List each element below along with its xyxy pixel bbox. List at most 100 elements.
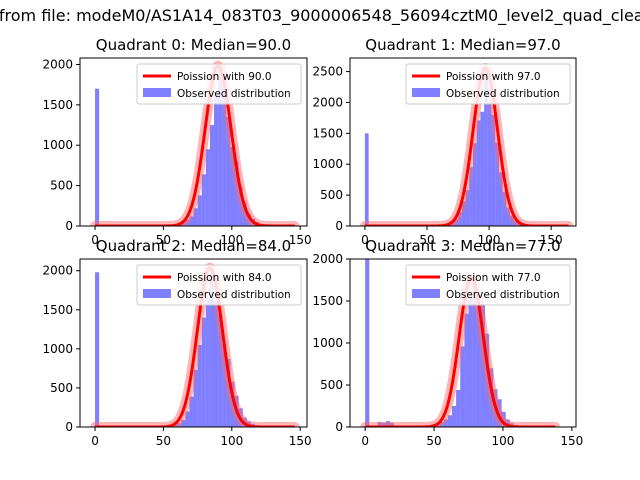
histogram-bar bbox=[197, 195, 202, 226]
x-tick-label: 50 bbox=[156, 233, 171, 247]
histogram-bar bbox=[214, 95, 219, 226]
legend-poisson-label: Poission with 90.0 bbox=[177, 71, 272, 83]
histogram-bar bbox=[365, 259, 370, 427]
x-tick-label: 0 bbox=[361, 434, 369, 448]
y-tick-label: 2000 bbox=[42, 57, 73, 71]
y-tick-label: 500 bbox=[320, 378, 343, 392]
histogram-bar bbox=[506, 207, 511, 226]
x-tick-label: 50 bbox=[419, 233, 434, 247]
legend-poisson-label: Poission with 77.0 bbox=[446, 272, 541, 284]
subplot-title: Quadrant 2: Median=84.0 bbox=[96, 237, 291, 255]
y-tick-label: 1500 bbox=[42, 303, 73, 317]
histogram-bar bbox=[495, 142, 500, 226]
histogram-bar bbox=[189, 216, 194, 226]
y-tick-label: 500 bbox=[320, 188, 343, 202]
histogram-bar bbox=[95, 272, 100, 427]
histogram-bar bbox=[193, 369, 198, 427]
y-tick-label: 0 bbox=[65, 420, 73, 434]
y-tick-label: 1500 bbox=[312, 294, 343, 308]
x-tick-label: 150 bbox=[289, 233, 312, 247]
histogram-bar bbox=[451, 406, 457, 427]
histogram-bar bbox=[181, 419, 186, 427]
histogram-bar bbox=[472, 143, 477, 226]
y-tick-label: 500 bbox=[50, 179, 73, 193]
histogram-bar bbox=[460, 346, 465, 427]
histogram-bar bbox=[214, 301, 219, 427]
histogram-bar bbox=[476, 120, 481, 226]
legend-observed-swatch bbox=[143, 289, 171, 298]
axes-frame bbox=[349, 57, 577, 227]
x-tick-label: 150 bbox=[289, 434, 312, 448]
legend-box bbox=[405, 63, 571, 105]
histogram-bar bbox=[461, 201, 466, 226]
histogram-bar bbox=[205, 298, 210, 427]
legend-observed-swatch bbox=[143, 88, 171, 97]
histogram-bar bbox=[499, 172, 503, 226]
histogram-bar bbox=[447, 415, 452, 427]
x-tick-label: 0 bbox=[361, 233, 369, 247]
legend-box bbox=[136, 264, 302, 306]
histogram-bar bbox=[469, 167, 473, 226]
histogram-bar bbox=[218, 64, 223, 226]
legend: Poission with 77.0 Observed distribution bbox=[405, 264, 571, 306]
y-tick-label: 0 bbox=[335, 420, 343, 434]
y-tick-label: 2000 bbox=[42, 264, 73, 278]
histogram-bar bbox=[476, 306, 481, 427]
legend-observed-label: Observed distribution bbox=[446, 88, 560, 100]
x-tick-label: 50 bbox=[156, 434, 171, 448]
y-tick-label: 2500 bbox=[312, 65, 343, 79]
histogram-bar bbox=[226, 116, 231, 226]
legend-observed-label: Observed distribution bbox=[446, 289, 560, 301]
histogram-bar bbox=[189, 396, 194, 427]
y-tick-label: 500 bbox=[50, 381, 73, 395]
histogram-bar bbox=[464, 313, 469, 427]
histogram-bar bbox=[185, 411, 190, 427]
histogram-bar bbox=[468, 297, 473, 427]
histogram-bar bbox=[364, 133, 369, 226]
histogram-bar bbox=[465, 190, 470, 226]
x-tick-label: 100 bbox=[492, 434, 515, 448]
histogram-bar bbox=[201, 174, 206, 226]
histogram-bar bbox=[484, 71, 488, 226]
legend-box bbox=[136, 63, 302, 105]
x-tick-label: 50 bbox=[426, 434, 441, 448]
histogram-bar bbox=[201, 317, 206, 427]
histogram-bar bbox=[209, 272, 215, 427]
y-tick-label: 1000 bbox=[42, 342, 73, 356]
subplot-title: Quadrant 0: Median=90.0 bbox=[96, 36, 291, 54]
legend-poisson-label: Poission with 84.0 bbox=[177, 272, 272, 284]
y-tick-label: 2000 bbox=[312, 95, 343, 109]
histogram-bar bbox=[209, 125, 215, 226]
axes-frame bbox=[79, 57, 308, 227]
histogram-bar bbox=[230, 146, 235, 226]
histogram-bar bbox=[218, 313, 223, 427]
histogram-bar bbox=[193, 208, 198, 226]
subplot-title: Quadrant 1: Median=97.0 bbox=[365, 36, 560, 54]
x-tick-label: 100 bbox=[478, 233, 501, 247]
legend-box bbox=[405, 264, 571, 306]
legend: Poission with 97.0 Observed distribution bbox=[405, 63, 571, 105]
poisson-curve bbox=[94, 64, 295, 226]
histogram-bar bbox=[95, 88, 100, 226]
y-tick-label: 0 bbox=[65, 219, 73, 233]
subplot-title: Quadrant 3: Median=77.0 bbox=[365, 237, 560, 255]
y-tick-label: 0 bbox=[335, 219, 343, 233]
legend-observed-label: Observed distribution bbox=[177, 289, 291, 301]
histogram-bar bbox=[205, 149, 210, 226]
y-tick-label: 1000 bbox=[312, 336, 343, 350]
histogram-bar bbox=[491, 114, 496, 226]
legend-observed-label: Observed distribution bbox=[177, 88, 291, 100]
legend-observed-swatch bbox=[412, 289, 440, 298]
legend-observed-swatch bbox=[412, 88, 440, 97]
plot-area bbox=[90, 60, 300, 226]
legend: Poission with 90.0 Observed distribution bbox=[136, 63, 302, 105]
figure-suptitle: Data from file: modeM0/AS1A14_083T03_900… bbox=[0, 6, 640, 26]
histogram-bar bbox=[222, 83, 227, 226]
x-tick-label: 150 bbox=[540, 233, 563, 247]
histogram-bar bbox=[197, 344, 202, 427]
y-tick-label: 1000 bbox=[42, 138, 73, 152]
y-tick-label: 1500 bbox=[312, 126, 343, 140]
